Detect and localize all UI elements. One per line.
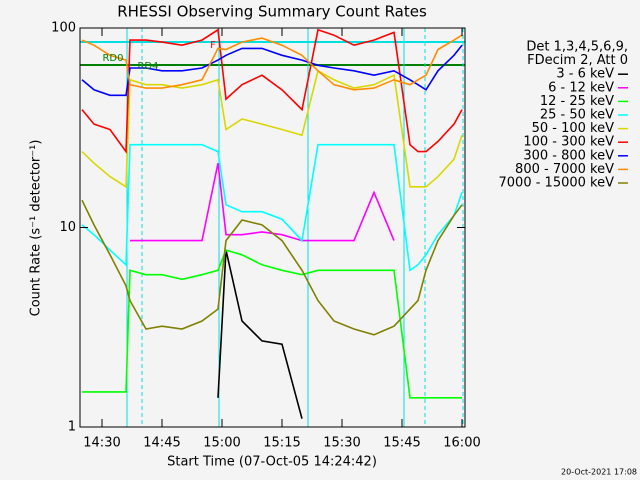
legend-label: 25 - 50 keV (540, 108, 614, 123)
legend-label: 50 - 100 keV (532, 121, 615, 136)
y-tick-label: 10 (59, 220, 76, 235)
annotation: RD4 (137, 61, 158, 72)
legend-title: FDecim 2, Att 0 (527, 53, 628, 68)
x-tick-label: 14:30 (83, 436, 120, 451)
legend-label: 100 - 300 keV (523, 135, 614, 150)
x-tick-label: 14:45 (143, 436, 180, 451)
footer: 20-Oct-2021 17:08 (561, 468, 637, 477)
legend-title: Det 1,3,4,5,6,9, (526, 40, 628, 55)
annotation: F (210, 40, 216, 51)
series-line (81, 143, 463, 272)
series-line (130, 163, 395, 242)
x-tick-label: 15:45 (383, 436, 420, 451)
series-line (81, 69, 463, 189)
series-line (81, 44, 463, 97)
series-line (81, 28, 463, 154)
annotation: RD0 (102, 53, 123, 64)
y-tick-label: 1 (68, 420, 76, 435)
x-axis-label: Start Time (07-Oct-05 14:24:42) (167, 455, 377, 470)
y-tick-label: 100 (51, 21, 76, 36)
x-tick-label: 15:15 (263, 436, 300, 451)
chart-title: RHESSI Observing Summary Count Rates (117, 3, 427, 21)
legend-label: 800 - 7000 keV (515, 162, 614, 177)
series-line (81, 34, 463, 91)
series-layer (81, 28, 463, 419)
legend-label: 3 - 6 keV (556, 67, 614, 82)
legend-label: 12 - 25 keV (540, 94, 614, 109)
x-tick-label: 15:30 (323, 436, 360, 451)
x-tick-label: 16:00 (443, 436, 480, 451)
x-tick-label: 15:00 (203, 436, 240, 451)
legend-label: 6 - 12 keV (548, 80, 614, 95)
y-axis-label: Count Rate (s⁻¹ detector⁻¹) (29, 140, 44, 317)
legend-label: 300 - 800 keV (523, 148, 614, 163)
series-line (82, 249, 462, 399)
series-line (81, 199, 463, 336)
legend-label: 7000 - 15000 keV (499, 176, 615, 191)
